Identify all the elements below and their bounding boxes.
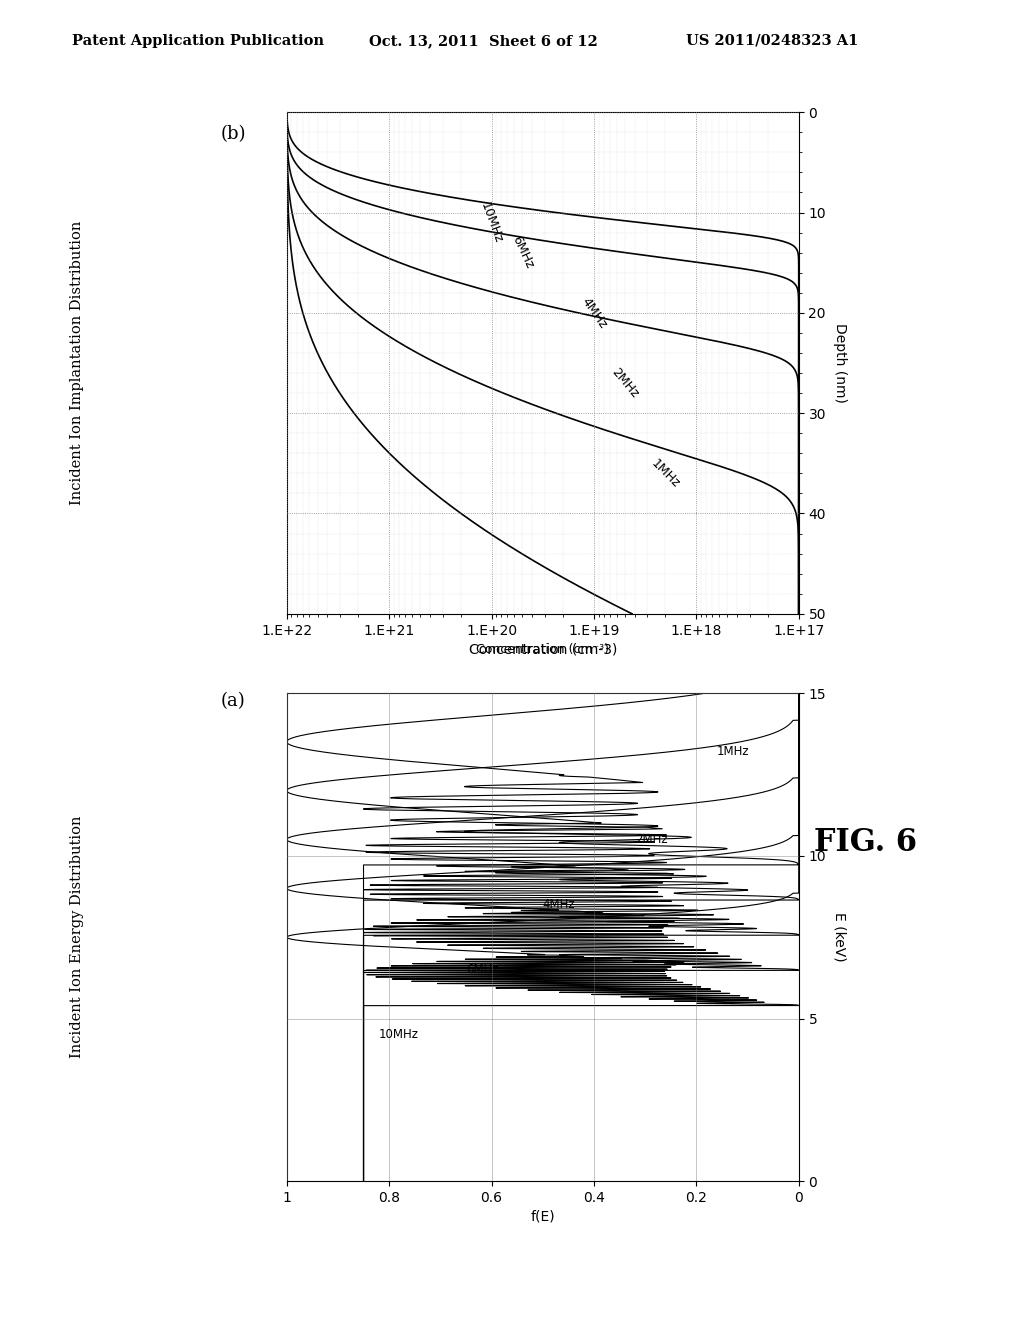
Text: 6MHz: 6MHz [466, 964, 499, 977]
Text: 10MHz: 10MHz [379, 1028, 419, 1041]
Text: FIG. 6: FIG. 6 [814, 828, 918, 858]
Text: 4MHz: 4MHz [579, 294, 609, 331]
Text: 1MHz: 1MHz [717, 744, 750, 758]
Text: Concentration (cm-3): Concentration (cm-3) [469, 643, 616, 657]
Text: 4MHz: 4MHz [543, 898, 575, 911]
Text: 1MHz: 1MHz [648, 457, 682, 490]
Text: Oct. 13, 2011  Sheet 6 of 12: Oct. 13, 2011 Sheet 6 of 12 [369, 34, 598, 48]
X-axis label: Concentration (cm⁻³): Concentration (cm⁻³) [476, 643, 609, 656]
Text: (a): (a) [220, 692, 245, 710]
Text: 6MHz: 6MHz [509, 234, 536, 271]
X-axis label: f(E): f(E) [530, 1209, 555, 1224]
Text: Incident Ion Energy Distribution: Incident Ion Energy Distribution [70, 816, 84, 1059]
Text: 2MHz: 2MHz [608, 366, 641, 400]
Text: 2MHz: 2MHz [635, 833, 668, 846]
Y-axis label: Depth (nm): Depth (nm) [833, 323, 847, 403]
Y-axis label: E (keV): E (keV) [833, 912, 847, 962]
Text: (b): (b) [220, 124, 246, 143]
Text: Patent Application Publication: Patent Application Publication [72, 34, 324, 48]
Text: Incident Ion Implantation Distribution: Incident Ion Implantation Distribution [70, 220, 84, 506]
Text: 10MHz: 10MHz [478, 201, 505, 244]
Text: US 2011/0248323 A1: US 2011/0248323 A1 [686, 34, 858, 48]
